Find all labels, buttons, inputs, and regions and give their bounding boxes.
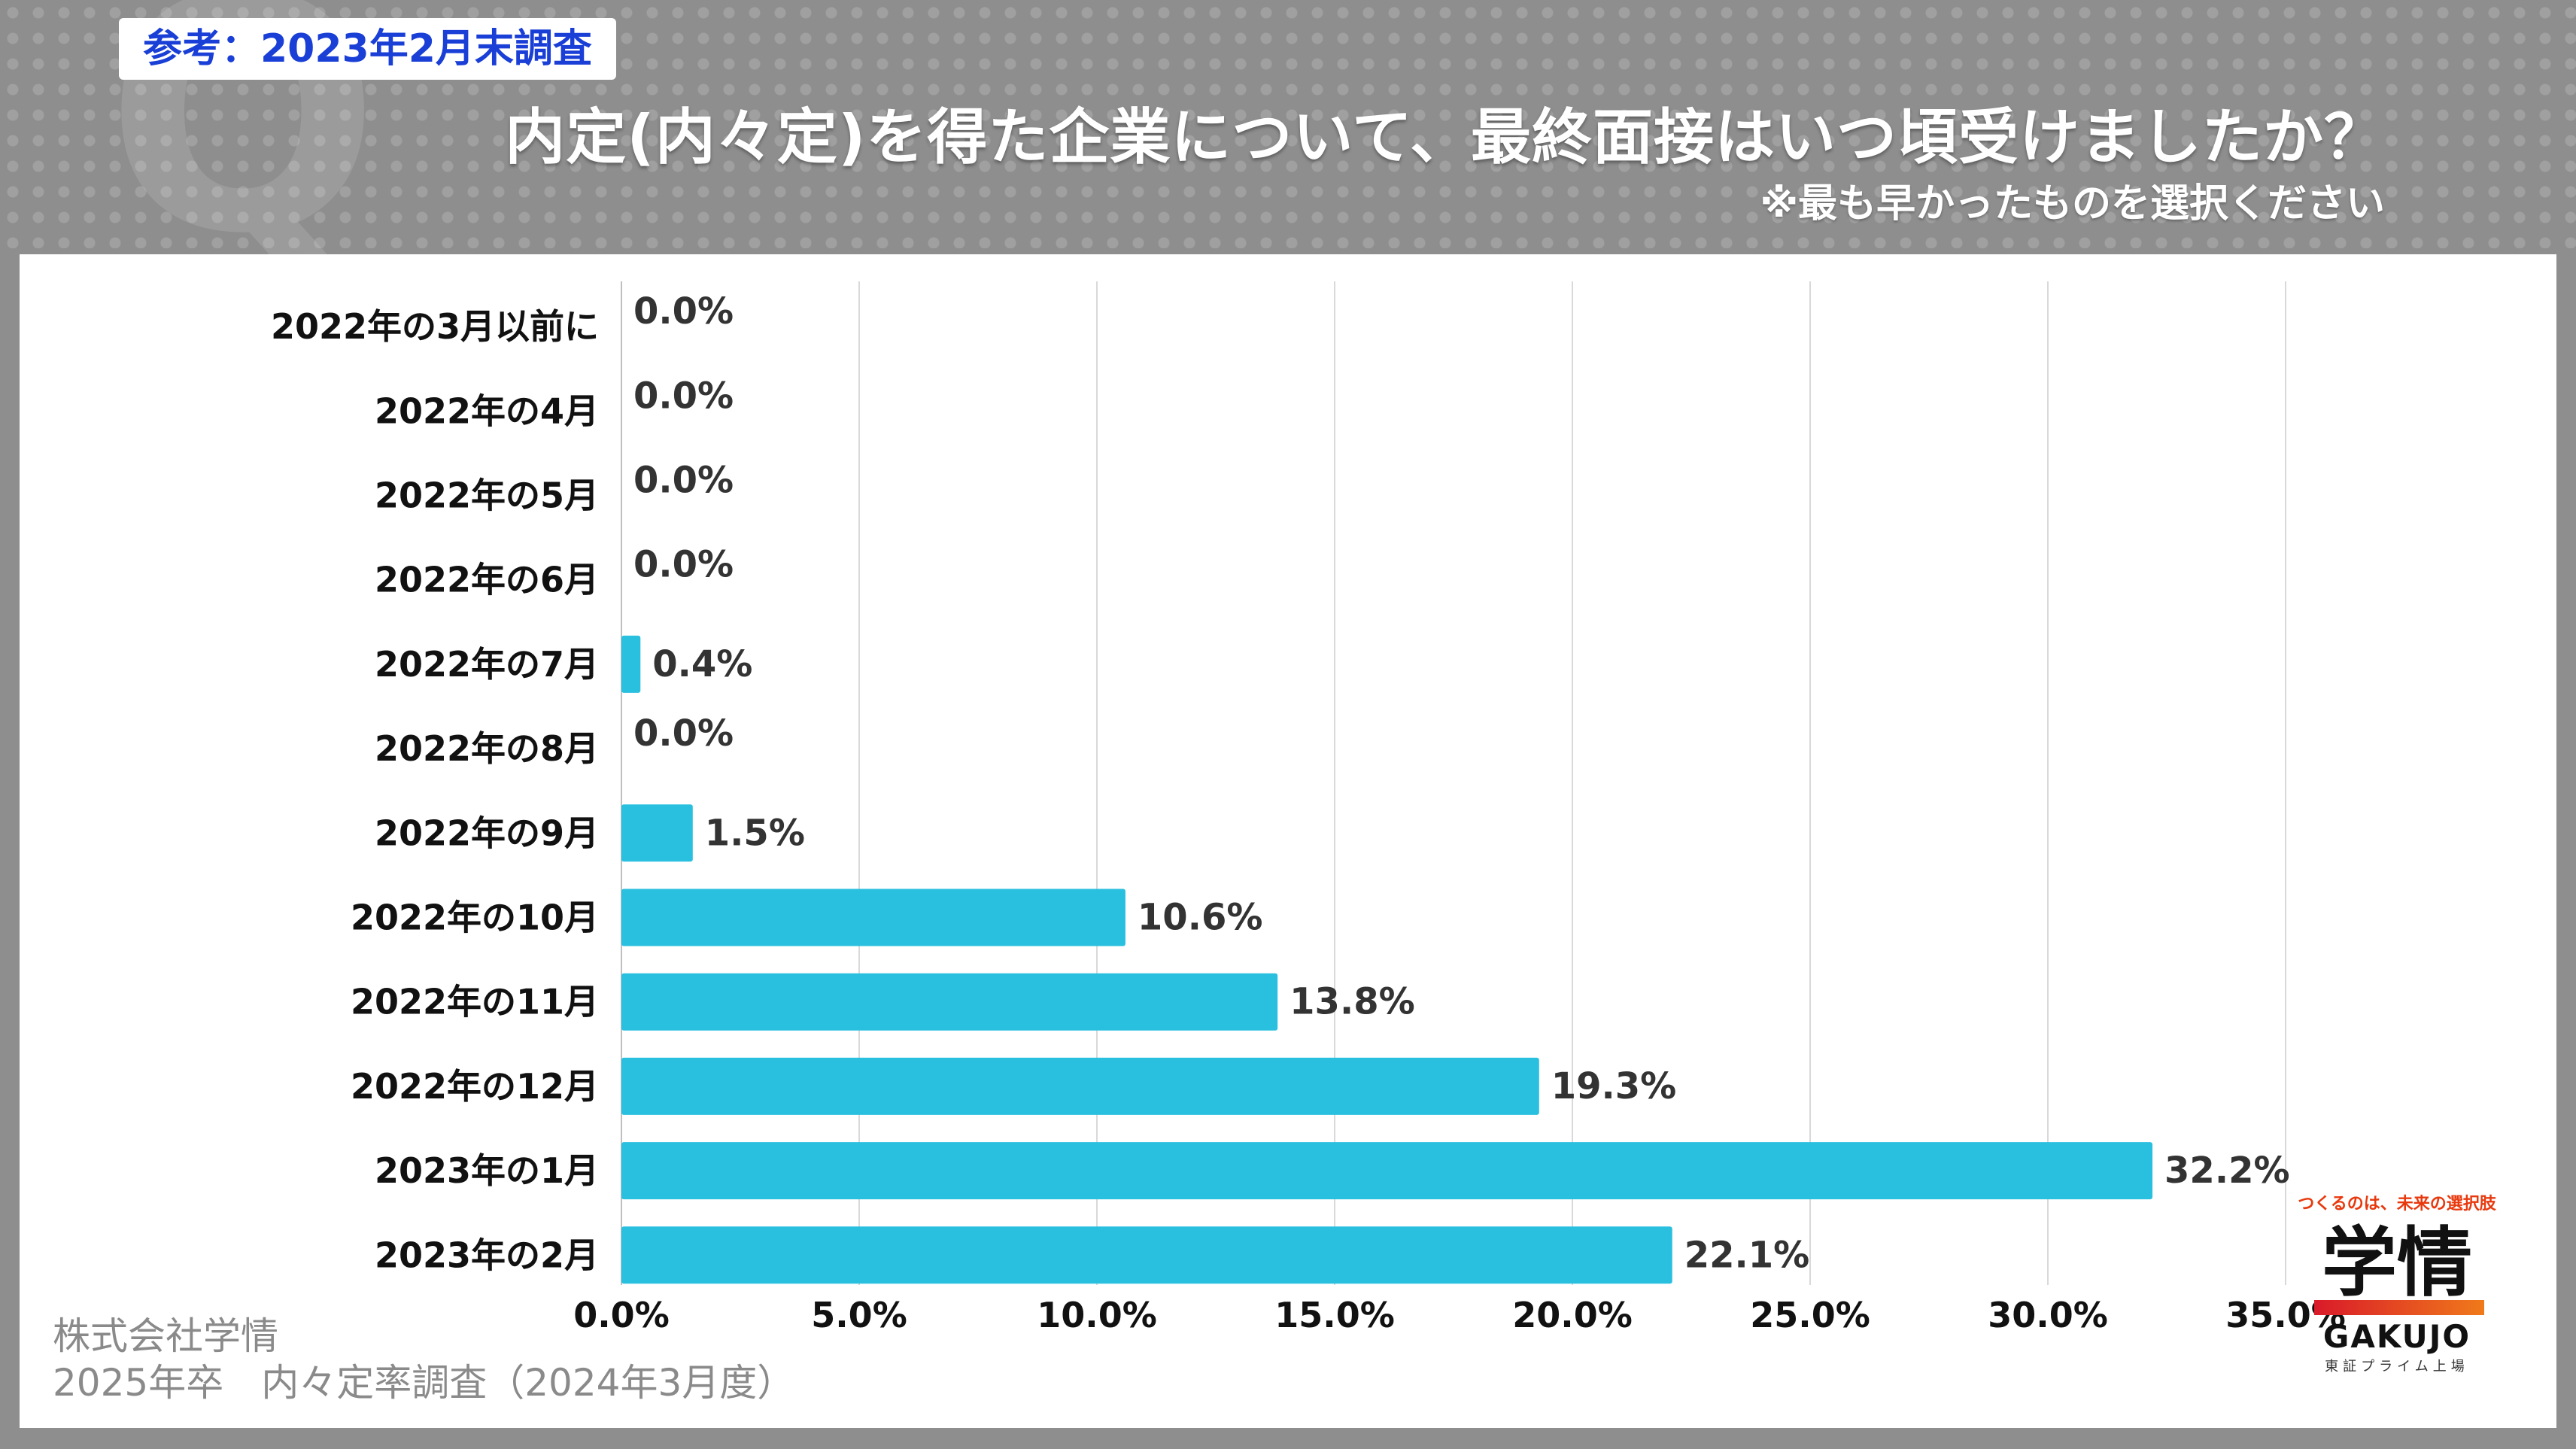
logo-tagline: つくるのは、未来の選択肢 <box>2298 1195 2496 1214</box>
source-company: 株式会社学情 <box>53 1314 278 1358</box>
logo-english: GAKUJO <box>2322 1318 2471 1355</box>
category-label: 2022年の7月 <box>375 644 599 685</box>
x-tick-label: 20.0% <box>1512 1295 1633 1335</box>
gakujo-logo: つくるのは、未来の選択肢 学情 GAKUJO 東証プライム上場 <box>2284 1190 2510 1386</box>
x-tick-label: 10.0% <box>1037 1295 1157 1335</box>
value-label: 0.0% <box>633 544 734 586</box>
logo-kanji: 学情 <box>2322 1219 2472 1307</box>
category-label: 2022年の11月 <box>351 982 599 1022</box>
source-note: 株式会社学情 2025年卒 内々定率調査（2024年3月度） <box>53 1313 794 1406</box>
category-label: 2023年の1月 <box>375 1150 599 1191</box>
category-label: 2022年の9月 <box>375 813 599 853</box>
value-label: 0.4% <box>652 643 752 685</box>
logo-listing: 東証プライム上場 <box>2325 1359 2469 1375</box>
bar <box>621 1057 1539 1115</box>
value-label: 13.8% <box>1290 981 1415 1023</box>
value-label: 0.0% <box>633 712 734 755</box>
source-survey: 2025年卒 内々定率調査（2024年3月度） <box>53 1361 795 1405</box>
value-label: 19.3% <box>1551 1065 1677 1107</box>
chart-panel: 0.0% 5.0% 10.0% 15.0% 20.0% 25.0% 30.0% 35.0% 20… <box>20 254 2556 1428</box>
bar <box>621 804 693 862</box>
category-label: 2022年の12月 <box>351 1066 599 1107</box>
category-label: 2022年の8月 <box>375 728 599 769</box>
bar <box>621 1142 2153 1200</box>
page-subtitle: ※最も早かったものを選択ください <box>1760 181 2385 226</box>
value-label: 0.0% <box>633 460 734 502</box>
x-tick-label: 0.0% <box>573 1295 670 1335</box>
bar <box>621 889 1125 946</box>
category-label: 2022年の6月 <box>375 560 599 600</box>
category-label: 2022年の10月 <box>351 898 599 938</box>
value-label: 32.2% <box>2164 1150 2290 1192</box>
page-title: 内定(内々定)を得た企業について、最終面接はいつ頃受けましたか？ <box>505 102 2385 172</box>
logo-color-bar <box>2314 1300 2484 1315</box>
value-label: 1.5% <box>705 812 805 854</box>
category-label: 2023年の2月 <box>375 1235 599 1275</box>
bar <box>621 1226 1672 1284</box>
x-tick-label: 30.0% <box>1988 1295 2108 1335</box>
value-label: 10.6% <box>1138 897 1263 939</box>
value-label: 0.0% <box>633 375 734 417</box>
bar <box>621 635 641 693</box>
category-label: 2022年の5月 <box>375 475 599 516</box>
x-tick-label: 15.0% <box>1274 1295 1395 1335</box>
category-label: 2022年の4月 <box>375 390 599 431</box>
value-label: 0.0% <box>633 290 734 333</box>
x-tick-label: 25.0% <box>1750 1295 1870 1335</box>
x-tick-label: 5.0% <box>811 1295 907 1335</box>
bar <box>621 973 1278 1031</box>
value-label: 22.1% <box>1684 1234 1810 1276</box>
category-label: 2022年の3月以前に <box>271 306 599 347</box>
survey-date-badge: 参考：2023年2月末調査 <box>119 18 616 80</box>
bar-chart: 0.0% 5.0% 10.0% 15.0% 20.0% 25.0% 30.0% 35.0%20… <box>271 281 2346 1335</box>
